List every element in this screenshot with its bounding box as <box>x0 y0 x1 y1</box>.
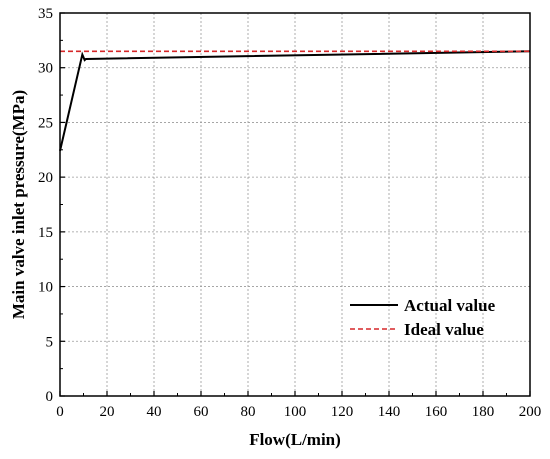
y-tick-label: 20 <box>38 170 53 186</box>
x-tick-label: 140 <box>378 404 401 420</box>
x-axis-label: Flow(L/min) <box>249 430 341 449</box>
y-tick-label: 10 <box>38 280 53 296</box>
tick-labels: 0 20 40 60 80 100 120 140 160 180 200 0 5 10 15 20 25 30 3… <box>38 6 541 420</box>
x-tick-label: 200 <box>519 404 542 420</box>
legend-label-actual-value: Actual value <box>404 296 496 315</box>
y-tick-label: 15 <box>38 225 53 241</box>
y-tick-label: 30 <box>38 61 53 77</box>
x-tick-label: 160 <box>425 404 448 420</box>
x-tick-label: 20 <box>100 404 115 420</box>
legend-label-ideal-value: Ideal value <box>404 320 484 339</box>
y-axis-label: Main valve inlet pressure(MPa) <box>9 90 28 319</box>
series-group <box>59 50 531 152</box>
y-tick-label: 0 <box>46 389 54 405</box>
y-tick-label: 5 <box>46 334 54 350</box>
ticks <box>59 12 531 397</box>
x-tick-label: 120 <box>331 404 354 420</box>
y-tick-label: 25 <box>38 115 53 131</box>
x-tick-label: 0 <box>56 404 64 420</box>
x-tick-label: 80 <box>241 404 256 420</box>
x-tick-label: 100 <box>284 404 307 420</box>
series-line-actual-value <box>59 50 531 152</box>
x-tick-label: 40 <box>147 404 162 420</box>
x-tick-label: 60 <box>194 404 209 420</box>
y-tick-label: 35 <box>38 6 53 22</box>
x-tick-label: 180 <box>472 404 495 420</box>
legend: Actual value Ideal value <box>350 296 496 339</box>
